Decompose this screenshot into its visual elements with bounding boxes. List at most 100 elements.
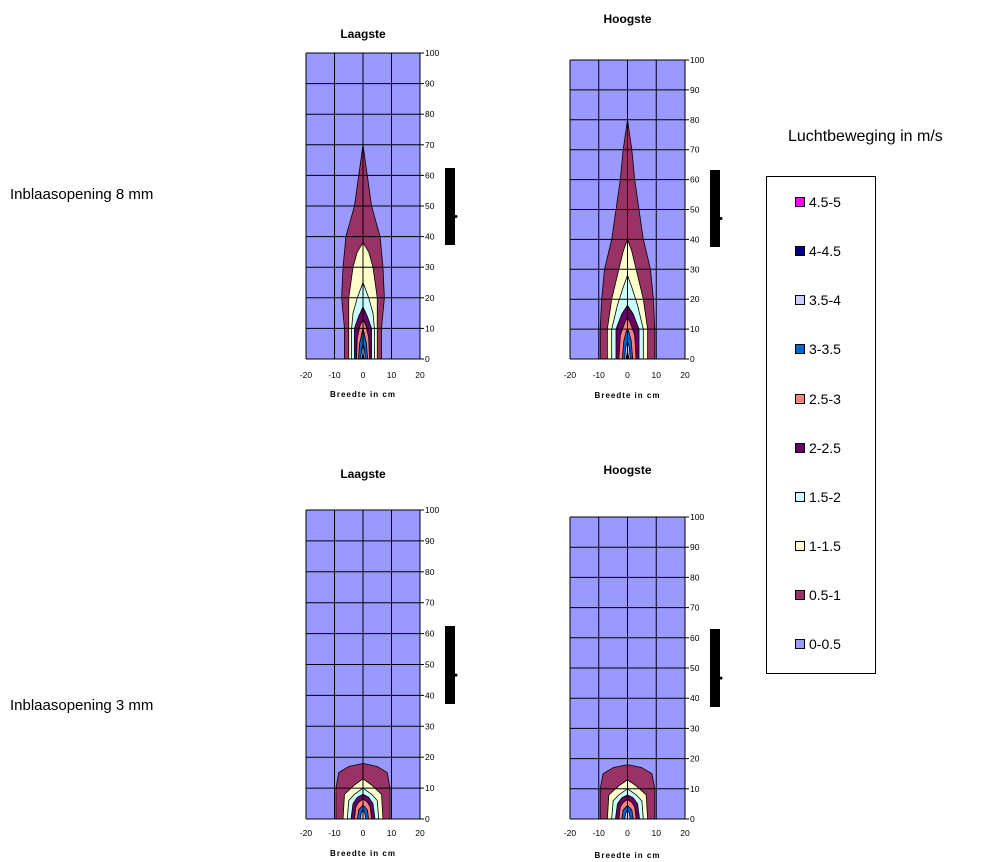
y-tick-label: 70 (425, 140, 435, 150)
y-tick-label: 50 (690, 663, 700, 673)
x-tick-label: 10 (652, 828, 662, 838)
y-tick-label: 20 (690, 754, 700, 764)
y-tick-label: 80 (690, 572, 700, 582)
chart-2: Hoogste 0 10 20 30 40 50 60 70 80 90 100 -20 -10 0 10 20… (564, 12, 723, 400)
y-tick-label: 10 (690, 324, 700, 334)
chart-title: Hoogste (604, 463, 652, 477)
legend-title: Luchtbeweging in m/s (788, 128, 943, 145)
y-tick-label: 10 (690, 784, 700, 794)
x-axis-label: Breedte in cm (330, 849, 396, 858)
x-tick-label: -20 (564, 370, 577, 380)
y-tick-label: 40 (425, 232, 435, 242)
y-tick-label: 70 (425, 598, 435, 608)
y-tick-label: 100 (425, 48, 439, 58)
y-tick-label: 60 (690, 175, 700, 185)
x-tick-label: 20 (680, 828, 690, 838)
legend-swatch (795, 394, 805, 404)
x-tick-label: 20 (680, 370, 690, 380)
y-tick-label: 40 (690, 693, 700, 703)
y-tick-label: 30 (425, 262, 435, 272)
grid (305, 52, 421, 360)
y-tick-label: 90 (690, 85, 700, 95)
x-tick-label: -20 (300, 828, 313, 838)
legend-item-2.5-3: 2.5-3 (795, 391, 841, 407)
y-tick-label: 20 (690, 294, 700, 304)
marker-bar (710, 170, 720, 247)
x-tick-label: -10 (593, 828, 606, 838)
legend-item-0-0.5: 0-0.5 (795, 636, 841, 652)
legend-swatch (795, 443, 805, 453)
marker-bar (710, 629, 720, 707)
x-axis-label: Breedte in cm (595, 391, 661, 400)
y-tick-label: 20 (425, 752, 435, 762)
legend-swatch (795, 295, 805, 305)
y-tick-label: 80 (690, 115, 700, 125)
y-tick-label: 60 (425, 170, 435, 180)
x-tick-label: -10 (328, 828, 341, 838)
x-tick-label: -10 (328, 370, 341, 380)
x-tick-label: 0 (361, 828, 366, 838)
x-tick-label: 20 (415, 828, 425, 838)
chart-4: Hoogste 0 10 20 30 40 50 60 70 80 90 100 -20 -10 0 10 20… (564, 463, 723, 860)
y-tick-label: 70 (690, 145, 700, 155)
y-tick-label: 100 (425, 505, 439, 515)
y-tick-label: 30 (690, 264, 700, 274)
y-tick-label: 70 (690, 603, 700, 613)
legend-swatch (795, 197, 805, 207)
marker-dot (719, 217, 723, 221)
marker-dot (454, 673, 458, 677)
x-tick-label: 10 (652, 370, 662, 380)
y-tick-label: 0 (690, 354, 695, 364)
y-tick-label: 50 (690, 205, 700, 215)
legend-item-1.5-2: 1.5-2 (795, 489, 841, 505)
chart-title: Laagste (340, 27, 386, 41)
legend-swatch (795, 639, 805, 649)
legend-item-3-3.5: 3-3.5 (795, 341, 841, 357)
row-label-3mm: Inblaasopening 3 mm (10, 697, 154, 714)
y-tick-label: 20 (425, 293, 435, 303)
x-axis-label: Breedte in cm (595, 851, 661, 860)
y-tick-label: 60 (690, 633, 700, 643)
x-tick-label: 20 (415, 370, 425, 380)
x-tick-label: 10 (387, 370, 397, 380)
y-tick-label: 90 (425, 536, 435, 546)
x-tick-label: -20 (300, 370, 313, 380)
legend-item-4.5-5: 4.5-5 (795, 194, 841, 210)
x-tick-label: 0 (625, 828, 630, 838)
y-tick-label: 0 (425, 354, 430, 364)
y-tick-label: 100 (690, 55, 704, 65)
legend-item-2-2.5: 2-2.5 (795, 440, 841, 456)
y-tick-label: 90 (425, 79, 435, 89)
legend-swatch (795, 541, 805, 551)
legend: 4.5-5 4-4.5 3.5-4 3-3.5 2.5-3 2-2.5 1.5-… (766, 176, 876, 674)
legend-item-4-4.5: 4-4.5 (795, 243, 841, 259)
y-tick-label: 0 (690, 814, 695, 824)
legend-label: 2-2.5 (809, 440, 841, 456)
y-tick-label: 80 (425, 109, 435, 119)
y-tick-label: 10 (425, 323, 435, 333)
marker-dot (719, 676, 723, 680)
y-tick-label: 10 (425, 783, 435, 793)
y-tick-label: 40 (690, 234, 700, 244)
legend-label: 3.5-4 (809, 292, 841, 308)
marker-bar (445, 168, 455, 245)
legend-swatch (795, 590, 805, 600)
legend-label: 1.5-2 (809, 489, 841, 505)
x-tick-label: 0 (625, 370, 630, 380)
legend-label: 3-3.5 (809, 341, 841, 357)
legend-swatch (795, 492, 805, 502)
x-tick-label: -20 (564, 828, 577, 838)
legend-label: 4.5-5 (809, 194, 841, 210)
y-tick-label: 50 (425, 201, 435, 211)
legend-item-3.5-4: 3.5-4 (795, 292, 841, 308)
legend-label: 4-4.5 (809, 243, 841, 259)
x-tick-label: 10 (387, 828, 397, 838)
legend-swatch (795, 344, 805, 354)
y-tick-label: 80 (425, 567, 435, 577)
y-tick-label: 50 (425, 660, 435, 670)
marker-dot (454, 215, 458, 219)
legend-item-1-1.5: 1-1.5 (795, 538, 841, 554)
row-label-8mm: Inblaasopening 8 mm (10, 186, 154, 203)
legend-label: 0.5-1 (809, 587, 841, 603)
legend-swatch (795, 246, 805, 256)
